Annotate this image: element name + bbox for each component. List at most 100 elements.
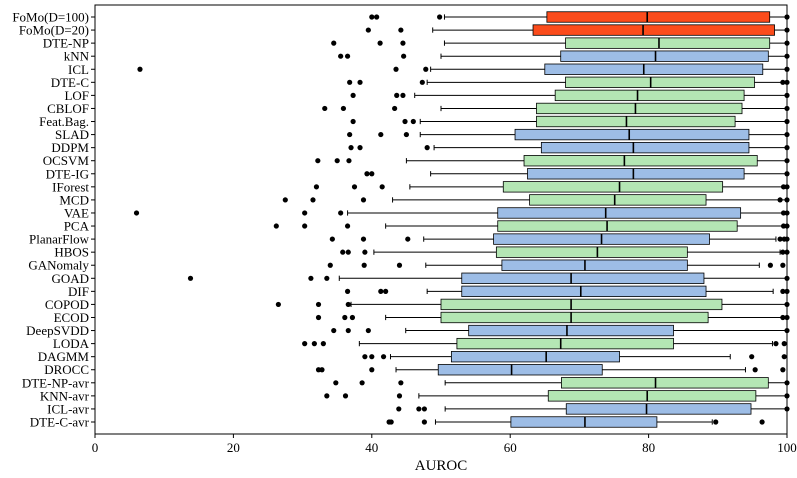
outlier-point	[419, 79, 425, 85]
y-tick-label: IForest	[52, 179, 89, 194]
outlier-point	[369, 367, 375, 373]
outlier-point	[362, 354, 368, 360]
y-tick-label: FoMo(D=100)	[12, 10, 89, 25]
outlier-point	[369, 354, 375, 360]
outlier-point	[357, 145, 363, 151]
outlier-point	[329, 236, 335, 242]
box-DTE-C	[347, 76, 790, 88]
outlier-point	[342, 393, 349, 399]
box-iqr	[540, 141, 750, 154]
outlier-point	[421, 419, 427, 425]
box-MCD	[282, 194, 790, 206]
outlier-point	[361, 262, 367, 268]
y-tick-label: ECOD	[54, 310, 89, 325]
outlier-point	[334, 158, 340, 164]
outlier-point	[350, 92, 356, 98]
box-iqr	[495, 246, 688, 258]
y-tick-label: OCSVM	[43, 153, 90, 168]
outlier-point	[394, 92, 400, 98]
box-DTE-C-avr	[386, 416, 765, 428]
outlier-point	[137, 66, 143, 72]
outlier-point	[342, 314, 348, 321]
y-tick-label: LODA	[53, 336, 90, 351]
outlier-point	[759, 419, 765, 425]
outlier-point	[780, 249, 786, 255]
y-tick-label: kNN	[64, 49, 90, 64]
outlier-point	[378, 131, 384, 138]
box-OCSVM	[315, 155, 790, 167]
outlier-point	[393, 66, 399, 72]
y-axis: FoMo(D=100)FoMo(D=20)DTE-NPkNNICLDTE-CLO…	[12, 10, 95, 430]
outlier-point	[781, 341, 787, 347]
box-iqr	[554, 89, 745, 102]
box-DROCC	[315, 364, 786, 376]
outlier-point	[780, 314, 786, 321]
outlier-point	[346, 158, 352, 164]
outlier-point	[331, 327, 337, 334]
outlier-point	[362, 249, 368, 255]
y-tick-label: HBOS	[54, 245, 89, 260]
y-tick-label: DTE-C	[51, 75, 89, 90]
outlier-point	[344, 288, 351, 294]
box-ICL	[137, 63, 790, 75]
outlier-point	[333, 380, 339, 386]
y-tick-label: ICL	[68, 62, 89, 77]
box-LODA	[302, 337, 787, 350]
outlier-point	[313, 184, 320, 190]
y-tick-label: LOF	[64, 88, 89, 103]
outlier-point	[345, 301, 351, 308]
outlier-point	[345, 327, 351, 334]
x-tick-label: 60	[504, 440, 517, 455]
outlier-point	[402, 118, 408, 125]
outlier-point	[327, 262, 333, 268]
box-GANomaly	[327, 259, 786, 271]
plot-area	[133, 11, 790, 428]
outlier-point	[360, 236, 367, 242]
y-tick-label: DAGMM	[38, 349, 90, 364]
box-iqr	[440, 298, 723, 311]
box-HBOS	[340, 246, 790, 258]
box-iqr	[501, 259, 688, 271]
outlier-point	[338, 210, 344, 216]
y-tick-label: DROCC	[44, 362, 89, 377]
outlier-point	[421, 406, 427, 412]
outlier-point	[410, 118, 416, 125]
outlier-point	[405, 236, 411, 242]
outlier-point	[400, 40, 406, 46]
outlier-point	[340, 105, 347, 112]
y-tick-label: DTE-IG	[46, 166, 89, 181]
box-iqr	[523, 155, 758, 167]
x-axis: 0 20 40 60 80 100	[92, 434, 797, 455]
outlier-point	[401, 53, 407, 59]
box-iqr	[456, 337, 674, 350]
y-tick-label: KNN-avr	[40, 388, 90, 403]
outlier-point	[360, 197, 367, 203]
outlier-point	[388, 419, 394, 425]
outlier-point	[308, 275, 314, 281]
outlier-point	[374, 14, 380, 20]
outlier-point	[302, 210, 308, 216]
box-CBLOF	[322, 102, 790, 115]
box-IForest	[313, 181, 790, 193]
box-iqr	[502, 181, 724, 193]
box-iqr	[527, 168, 745, 180]
outlier-point	[781, 354, 787, 360]
y-tick-label: GOAD	[51, 271, 89, 286]
outlier-point	[380, 354, 387, 360]
outlier-point	[767, 262, 773, 268]
outlier-point	[357, 79, 363, 85]
box-iqr	[561, 377, 769, 389]
box-iqr	[440, 311, 709, 324]
box-iqr	[532, 24, 775, 36]
y-tick-label: MCD	[59, 192, 89, 207]
y-tick-label: Feat.Bag.	[39, 114, 89, 129]
box-iqr	[450, 351, 620, 363]
box-DTE-IG	[364, 168, 790, 180]
outlier-point	[773, 341, 779, 347]
outlier-point	[348, 145, 354, 151]
y-tick-label: DeepSVDD	[26, 323, 89, 338]
y-tick-label: DTE-C-avr	[30, 415, 90, 430]
x-tick-label: 80	[642, 440, 655, 455]
outlier-point	[187, 275, 194, 281]
